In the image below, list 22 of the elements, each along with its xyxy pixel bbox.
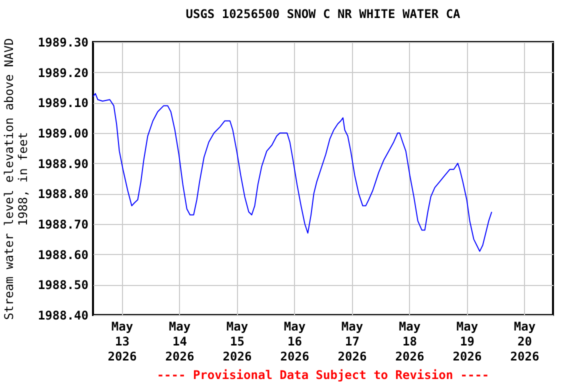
y-tick-label: 1989.20	[38, 66, 88, 80]
y-tick-label: 1989.30	[38, 36, 88, 50]
x-tick-label: May 13 2026	[108, 320, 137, 364]
x-tick-label: May 18 2026	[395, 320, 424, 364]
y-tick-label: 1988.40	[38, 308, 88, 322]
y-tick-label: 1988.70	[38, 218, 88, 232]
x-tick-label: May 14 2026	[165, 320, 194, 364]
x-tick-label: May 19 2026	[452, 320, 482, 364]
y-tick-label: 1988.90	[38, 156, 88, 171]
y-tick-label: 1988.60	[38, 248, 88, 262]
line-series	[93, 93, 492, 252]
text: ---- Provisional Data Subject to Revision ----	[156, 368, 490, 382]
y-tick-label: 1989.00	[38, 126, 88, 140]
y-tick-label: 1988.50	[38, 278, 88, 292]
x-tick-label: May 17 2026	[338, 320, 367, 364]
x-tick-label: May 16 2026	[280, 320, 310, 364]
y-tick-label: 1988.80	[38, 187, 88, 202]
y-tick-label: 1989.10	[38, 96, 88, 110]
y-axis-title: Stream water level elevation above NAVD 1988, in feet	[2, 38, 30, 320]
chart-title: USGS 10256500 SNOW C NR WHITE WATER CA	[186, 7, 462, 21]
x-tick-label: May 20 2026	[510, 320, 540, 364]
x-tick-label: May 15 2026	[222, 320, 252, 364]
